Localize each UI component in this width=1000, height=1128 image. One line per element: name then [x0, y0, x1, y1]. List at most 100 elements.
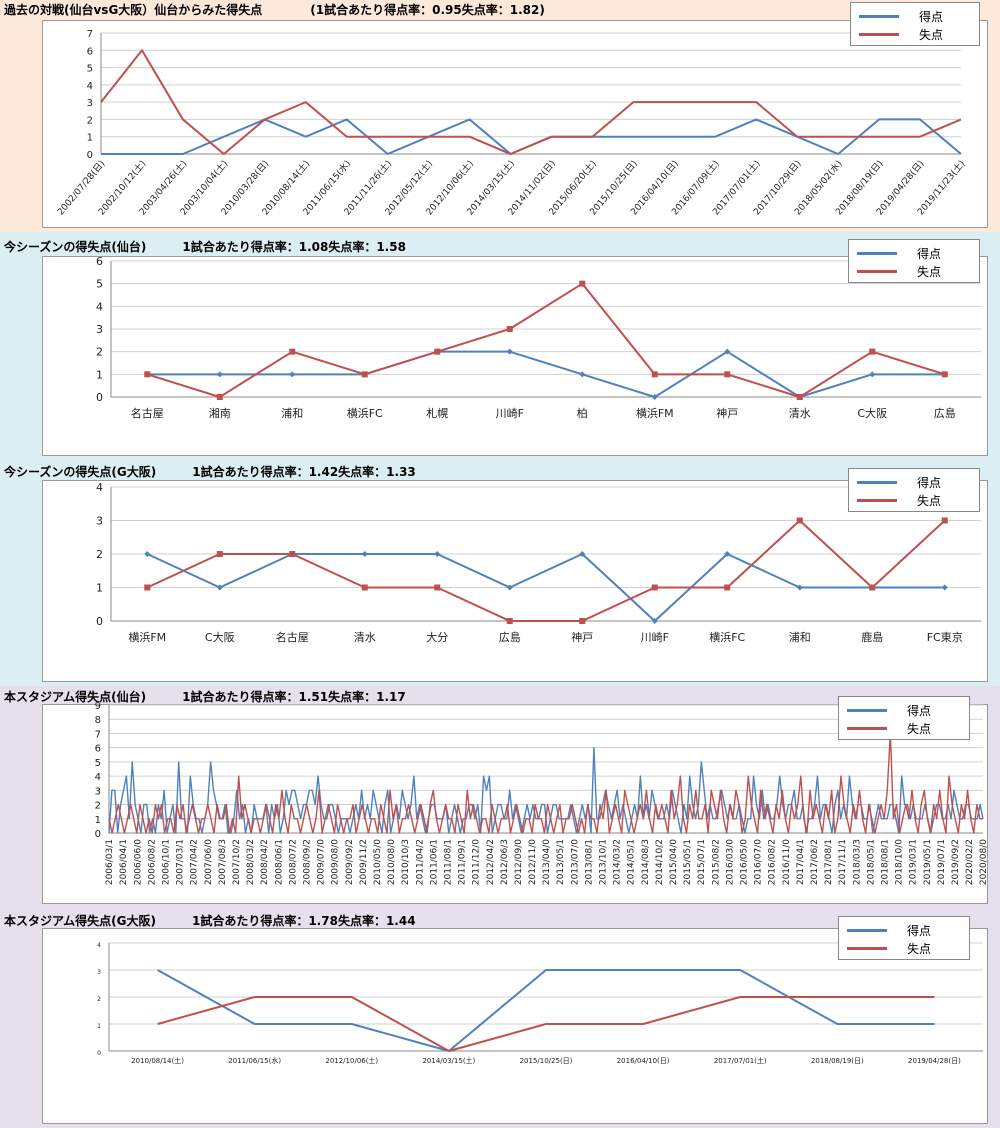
stadium-gosaka-chart: 0 1 2 3 4 2010/08/14(土) 2011/06/15(水) 2012/10/0… [97, 942, 983, 1065]
y-tick-label: 4 [95, 772, 101, 783]
x-tick-label: 2017/04/1 [796, 839, 806, 885]
x-tick-label: 2009/09/2 [345, 839, 355, 885]
data-point-concede [361, 584, 368, 591]
x-tick-label: 2014/03/15(土) [422, 1056, 475, 1065]
y-tick-label: 4 [96, 300, 103, 313]
data-point-concede [579, 618, 586, 624]
x-tick-label: 2012/06/3 [500, 839, 510, 885]
y-tick-label: 6 [87, 46, 93, 57]
y-tick-label: 3 [96, 515, 103, 528]
x-tick-label: 2016/07/0 [754, 839, 764, 885]
series-line-score [147, 350, 945, 398]
series-line-concede [157, 996, 935, 1052]
y-tick-label: 7 [95, 729, 101, 740]
section-season-gosaka: 今シーズンの得失点(G大阪) 1試合あたり得点率：1.42失点率：1.33 0 1… [0, 460, 1000, 686]
data-point-score [724, 551, 731, 557]
data-point-score [651, 394, 658, 400]
data-point-score [724, 348, 731, 355]
x-tick-label: 2019/04/28(日) [908, 1057, 961, 1065]
y-tick-label: 1 [95, 815, 101, 826]
x-tick-label: 2020/08/0 [979, 839, 989, 885]
x-tick-label: 2014/05/1 [627, 839, 637, 885]
x-tick-label: 2017/06/2 [810, 839, 820, 885]
x-tick-label: 2019/09/2 [951, 839, 961, 885]
legend: 得点 失点 [850, 2, 980, 46]
y-tick-label: 2 [95, 801, 101, 812]
x-tick-label: 浦和 [281, 407, 303, 420]
chart-title: 今シーズンの得失点(仙台) 1試合あたり得点率：1.08失点率：1.58 [4, 240, 406, 254]
x-tick-label: 2009/08/0 [331, 839, 341, 885]
data-point-concede [144, 371, 151, 378]
x-tick-label: 神戸 [716, 406, 738, 420]
x-tick-label: 横浜FC [347, 406, 383, 420]
x-tick-label: 清水 [354, 631, 376, 644]
data-point-score [579, 371, 586, 378]
x-tick-label: 2011/04/2 [415, 839, 425, 885]
chart-panel: 0 1 2 3 4 5 6 名古屋 湘南 浦和 横浜FC 札幌 川崎F 柏 横浜FM 神戸 清水 C大阪 広島 [42, 255, 988, 456]
y-tick-label: 0 [87, 150, 93, 161]
y-tick-label: 0 [97, 1050, 101, 1057]
x-tick-label: 2014/08/3 [641, 839, 651, 885]
x-tick-label: 2015/05/1 [683, 839, 693, 885]
series-line-concede [146, 282, 946, 398]
x-tick-label: 2006/08/2 [147, 839, 157, 885]
y-tick-label: 3 [95, 786, 101, 797]
data-point-score [796, 584, 803, 591]
x-tick-label: 2016/05/0 [740, 839, 750, 885]
data-point-concede [434, 584, 441, 591]
past-matches-chart: 012345672002/07/28(日)2002/10/12(土)2003/0… [55, 29, 967, 217]
x-tick-label: 2015/08/2 [711, 839, 721, 885]
x-tick-label: 2011/12/0 [472, 839, 482, 885]
x-tick-label: 湘南 [209, 406, 231, 420]
data-point-score [361, 551, 368, 557]
x-tick-label: 2014/03/2 [613, 839, 623, 885]
y-tick-label: 7 [87, 29, 93, 40]
data-point-concede [361, 371, 368, 378]
x-tick-label: 2019/07/1 [937, 839, 947, 885]
chart-title: 本スタジアム得失点(G大阪) 1試合あたり得点率：1.78失点率：1.44 [4, 914, 416, 928]
x-tick-label: 大分 [426, 630, 448, 644]
x-tick-label: 2013/07/0 [570, 839, 580, 885]
y-tick-label: 2 [97, 996, 101, 1003]
x-tick-label: 2010/08/14(土) [131, 1056, 184, 1065]
x-tick-label: 広島 [934, 406, 956, 420]
x-tick-label: 2014/10/2 [655, 839, 665, 885]
x-tick-label: 2019/05/1 [923, 839, 933, 885]
x-tick-label: 2015/07/1 [697, 839, 707, 885]
data-point-concede [941, 517, 948, 524]
x-tick-label: 横浜FM [128, 630, 166, 644]
x-tick-label: 川崎F [496, 406, 524, 420]
x-tick-label: 2008/06/1 [274, 839, 284, 885]
x-tick-label: 2013/10/1 [599, 839, 609, 885]
legend-item-concede: 失点 [857, 492, 941, 508]
y-tick-label: 6 [96, 255, 103, 268]
section-stadium-gosaka: 本スタジアム得失点(G大阪) 1試合あたり得点率：1.78失点率：1.44 0 1… [0, 908, 1000, 1128]
y-tick-label: 1 [96, 368, 103, 381]
y-tick-label: 5 [95, 758, 101, 769]
legend-item-score: 得点 [857, 474, 941, 490]
x-tick-label: 神戸 [571, 630, 593, 644]
y-tick-label: 4 [87, 81, 93, 92]
x-tick-label: 2008/03/2 [246, 839, 256, 885]
legend-item-concede: 失点 [847, 720, 931, 736]
data-point-concede [144, 584, 151, 591]
data-point-concede [651, 371, 658, 378]
x-tick-label: 2017/07/01(土) [714, 1056, 767, 1065]
y-tick-label: 2 [87, 115, 93, 126]
data-point-score [579, 551, 586, 557]
chart-panel: 0 1 2 3 4 横浜FM C大阪 名古屋 清水 大分 広島 神戸 川崎F 横浜FC 浦和 鹿島 FC東京 [42, 480, 988, 682]
data-point-score [434, 551, 441, 557]
legend: 得点 失点 [848, 239, 980, 283]
x-tick-label: 2006/06/0 [133, 839, 143, 885]
legend-item-concede: 失点 [847, 940, 931, 956]
stadium-sendai-chart: 0 1 2 3 4 5 6 7 8 9 2006/03/1 2006/04/1 2006/06/0 200… [95, 701, 990, 885]
x-tick-label: 2020/02/2 [965, 839, 975, 885]
legend-item-score: 得点 [857, 245, 941, 261]
x-tick-label: 広島 [499, 630, 521, 644]
x-tick-label: 2018/03/3 [852, 839, 862, 885]
x-tick-label: 横浜FC [709, 630, 745, 644]
x-tick-label: 鹿島 [861, 630, 883, 644]
legend: 得点 失点 [838, 916, 970, 960]
x-tick-label: 2006/03/1 [105, 839, 115, 885]
y-tick-label: 4 [96, 481, 103, 494]
